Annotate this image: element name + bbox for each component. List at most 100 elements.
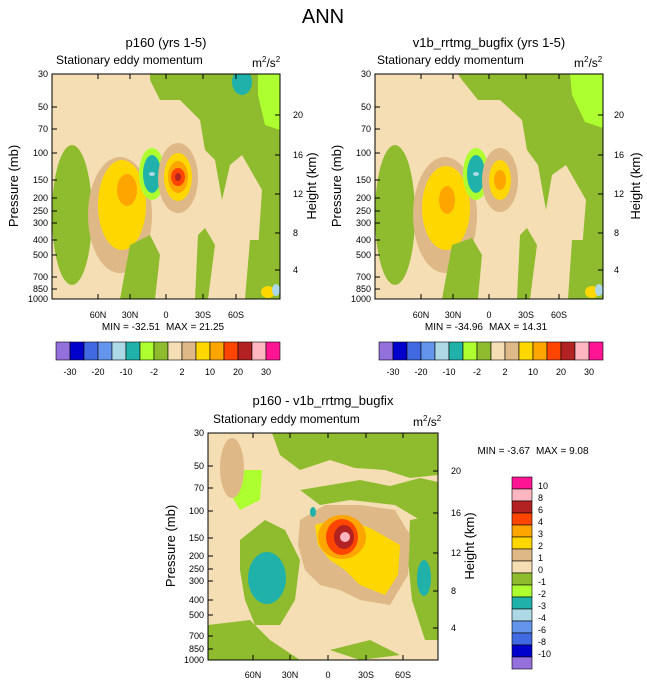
svg-text:30N: 30N <box>122 310 139 320</box>
colorbar-swatch <box>511 488 533 502</box>
svg-text:700: 700 <box>33 272 48 282</box>
svg-text:-20: -20 <box>91 367 104 377</box>
colorbar-swatch <box>378 341 394 361</box>
svg-text:30: 30 <box>361 69 371 79</box>
svg-text:-30: -30 <box>63 367 76 377</box>
colorbar-swatch <box>97 341 113 361</box>
colorbar-swatch <box>434 341 450 361</box>
svg-text:200: 200 <box>33 193 48 203</box>
svg-text:30S: 30S <box>518 310 534 320</box>
svg-text:60N: 60N <box>413 310 430 320</box>
colorbar-swatch <box>511 500 533 514</box>
svg-text:200: 200 <box>356 193 371 203</box>
svg-text:-3: -3 <box>538 601 546 611</box>
right-tick-labels: 20 16 12 8 4 <box>451 466 461 633</box>
max-label: MAX = 9.08 <box>536 446 589 457</box>
svg-text:400: 400 <box>33 235 48 245</box>
svg-text:12: 12 <box>451 548 461 558</box>
svg-text:-20: -20 <box>414 367 427 377</box>
colorbar-swatch <box>125 341 141 361</box>
units-label: m2/s2 <box>252 55 281 70</box>
svg-text:-10: -10 <box>442 367 455 377</box>
svg-text:700: 700 <box>189 631 204 641</box>
colorbar-swatch <box>153 341 169 361</box>
x-tick-labels: 60N 30N 0 30S 60S <box>90 310 244 320</box>
svg-text:60N: 60N <box>90 310 107 320</box>
x-tick-labels: 60N 30N 0 30S 60S <box>245 670 411 680</box>
colorbar-swatch <box>476 341 492 361</box>
svg-text:500: 500 <box>356 250 371 260</box>
svg-text:60S: 60S <box>228 310 244 320</box>
svg-text:-6: -6 <box>538 625 546 635</box>
svg-text:60S: 60S <box>395 670 411 680</box>
colorbar-swatch <box>511 596 533 610</box>
axis-ticks <box>375 73 603 299</box>
colorbar-swatch <box>511 536 533 550</box>
svg-text:-2: -2 <box>473 367 481 377</box>
svg-text:400: 400 <box>356 235 371 245</box>
svg-text:-30: -30 <box>386 367 399 377</box>
svg-text:4: 4 <box>614 265 619 275</box>
colorbar-swatch <box>511 548 533 562</box>
right-tick-labels: 20 16 12 8 4 <box>614 110 624 275</box>
contour-field <box>52 74 280 299</box>
svg-text:700: 700 <box>356 272 371 282</box>
colorbar-swatch <box>83 341 99 361</box>
colorbar <box>511 476 533 670</box>
colorbar-labels: 10 8 6 4 3 2 1 0 -1 -2 -3 -4 -6 -8 -10 <box>538 481 551 659</box>
svg-text:0: 0 <box>538 565 543 575</box>
svg-text:-1: -1 <box>538 577 546 587</box>
svg-text:50: 50 <box>194 461 204 471</box>
svg-text:400: 400 <box>189 595 204 605</box>
y-axis-label: Pressure (mb) <box>6 145 21 227</box>
colorbar-swatch <box>511 572 533 586</box>
panel-title: p160 - v1b_rrtmg_bugfix <box>253 393 394 408</box>
colorbar-swatch <box>265 341 281 361</box>
colorbar-swatch <box>490 341 506 361</box>
svg-text:4: 4 <box>293 265 298 275</box>
panel-v1b: v1b_rrtmg_bugfix (yrs 1-5) Stationary ed… <box>329 35 643 377</box>
svg-text:-8: -8 <box>538 637 546 647</box>
colorbar-labels: -30 -20 -10 -2 2 10 20 30 <box>386 367 594 377</box>
colorbar-swatch <box>574 341 590 361</box>
svg-text:-2: -2 <box>538 589 546 599</box>
svg-text:100: 100 <box>189 506 204 516</box>
colorbar-swatch <box>560 341 576 361</box>
svg-text:300: 300 <box>189 576 204 586</box>
svg-text:4: 4 <box>538 517 543 527</box>
svg-text:50: 50 <box>38 102 48 112</box>
colorbar-swatch <box>511 524 533 538</box>
colorbar-swatch <box>532 341 548 361</box>
axis-ticks <box>52 73 280 299</box>
svg-text:0: 0 <box>325 670 330 680</box>
svg-text:1: 1 <box>538 553 543 563</box>
panel-subtitle: Stationary eddy momentum <box>56 53 203 67</box>
svg-text:50: 50 <box>361 102 371 112</box>
panel-p160: p160 (yrs 1-5) Stationary eddy momentum … <box>6 35 319 377</box>
svg-text:20: 20 <box>233 367 243 377</box>
colorbar-swatch <box>111 341 127 361</box>
svg-text:30S: 30S <box>195 310 211 320</box>
colorbar-swatch <box>392 341 408 361</box>
svg-text:-10: -10 <box>119 367 132 377</box>
axis-ticks <box>208 432 438 660</box>
svg-text:1000: 1000 <box>351 294 371 304</box>
svg-text:500: 500 <box>33 250 48 260</box>
svg-text:20: 20 <box>556 367 566 377</box>
svg-text:60N: 60N <box>245 670 262 680</box>
colorbar-swatch <box>511 656 533 670</box>
svg-text:2: 2 <box>502 367 507 377</box>
svg-text:0: 0 <box>163 310 168 320</box>
y-tick-labels: 30 50 70 100 150 200 250 300 400 500 700… <box>351 69 371 304</box>
svg-text:20: 20 <box>451 466 461 476</box>
colorbar-swatch <box>511 620 533 634</box>
svg-text:3: 3 <box>538 529 543 539</box>
colorbar <box>55 341 281 361</box>
svg-text:300: 300 <box>33 218 48 228</box>
colorbar-swatch <box>511 632 533 646</box>
svg-text:10: 10 <box>538 481 548 491</box>
units-label: m2/s2 <box>574 55 603 70</box>
svg-text:70: 70 <box>194 483 204 493</box>
svg-text:30N: 30N <box>445 310 462 320</box>
